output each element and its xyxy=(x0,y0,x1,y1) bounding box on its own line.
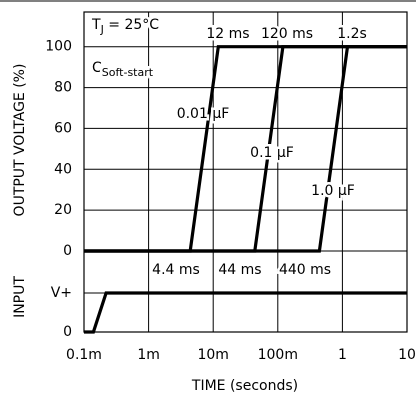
series-label: 0.1 µF xyxy=(250,145,294,161)
annotation: TJ = 25°C xyxy=(91,17,159,36)
annotation-text: 12 ms xyxy=(206,26,249,42)
y-axis-label: OUTPUT VOLTAGE (%) xyxy=(12,64,28,217)
y-tick-label: V+ xyxy=(51,285,72,301)
y-tick-label: 0 xyxy=(63,243,72,259)
y-tick-label: 0 xyxy=(63,324,72,340)
x-tick-label: 10m xyxy=(197,347,228,363)
annotation: 4.4 ms xyxy=(152,262,200,278)
annotation-text: 440 ms xyxy=(279,262,331,278)
y-tick-label: 100 xyxy=(45,39,72,55)
y-tick-label: 20 xyxy=(54,202,72,218)
data-line xyxy=(84,45,407,253)
annotation-text: 4.4 ms xyxy=(152,262,200,278)
annotation: 1.2s xyxy=(337,26,367,42)
series-label: 1.0 µF xyxy=(311,183,355,199)
plot-frame xyxy=(83,11,408,333)
annotation-subscript: Soft-start xyxy=(102,66,154,79)
annotation: 440 ms xyxy=(279,262,331,278)
y-tick-label: 80 xyxy=(54,80,72,96)
x-tick-label: 1m xyxy=(137,347,160,363)
y-tick-label: 40 xyxy=(54,161,72,177)
annotation-text: = 25°C xyxy=(104,17,159,33)
x-tick-label: 100m xyxy=(258,347,298,363)
annotation-text: 1.2s xyxy=(337,26,367,42)
x-axis-label: TIME (seconds) xyxy=(191,378,298,394)
y-tick-label: 60 xyxy=(54,120,72,136)
annotation-text: 44 ms xyxy=(218,262,261,278)
annotation: 44 ms xyxy=(218,262,261,278)
annotation: 120 ms xyxy=(261,26,313,42)
annotation: 12 ms xyxy=(206,26,249,42)
x-tick-label: 0.1m xyxy=(66,347,102,363)
series-label: 0.01 µF xyxy=(177,106,230,122)
annotation-text: 120 ms xyxy=(261,26,313,42)
annotation-subscript: J xyxy=(100,23,104,36)
x-tick-label: 10 xyxy=(398,347,416,363)
y-axis-label: INPUT xyxy=(12,276,28,318)
x-tick-label: 1 xyxy=(338,347,347,363)
annotation: CSoft-start xyxy=(92,60,154,79)
data-line xyxy=(84,291,407,334)
annotation-text: C xyxy=(92,60,102,76)
annotation-text: T xyxy=(91,17,101,33)
